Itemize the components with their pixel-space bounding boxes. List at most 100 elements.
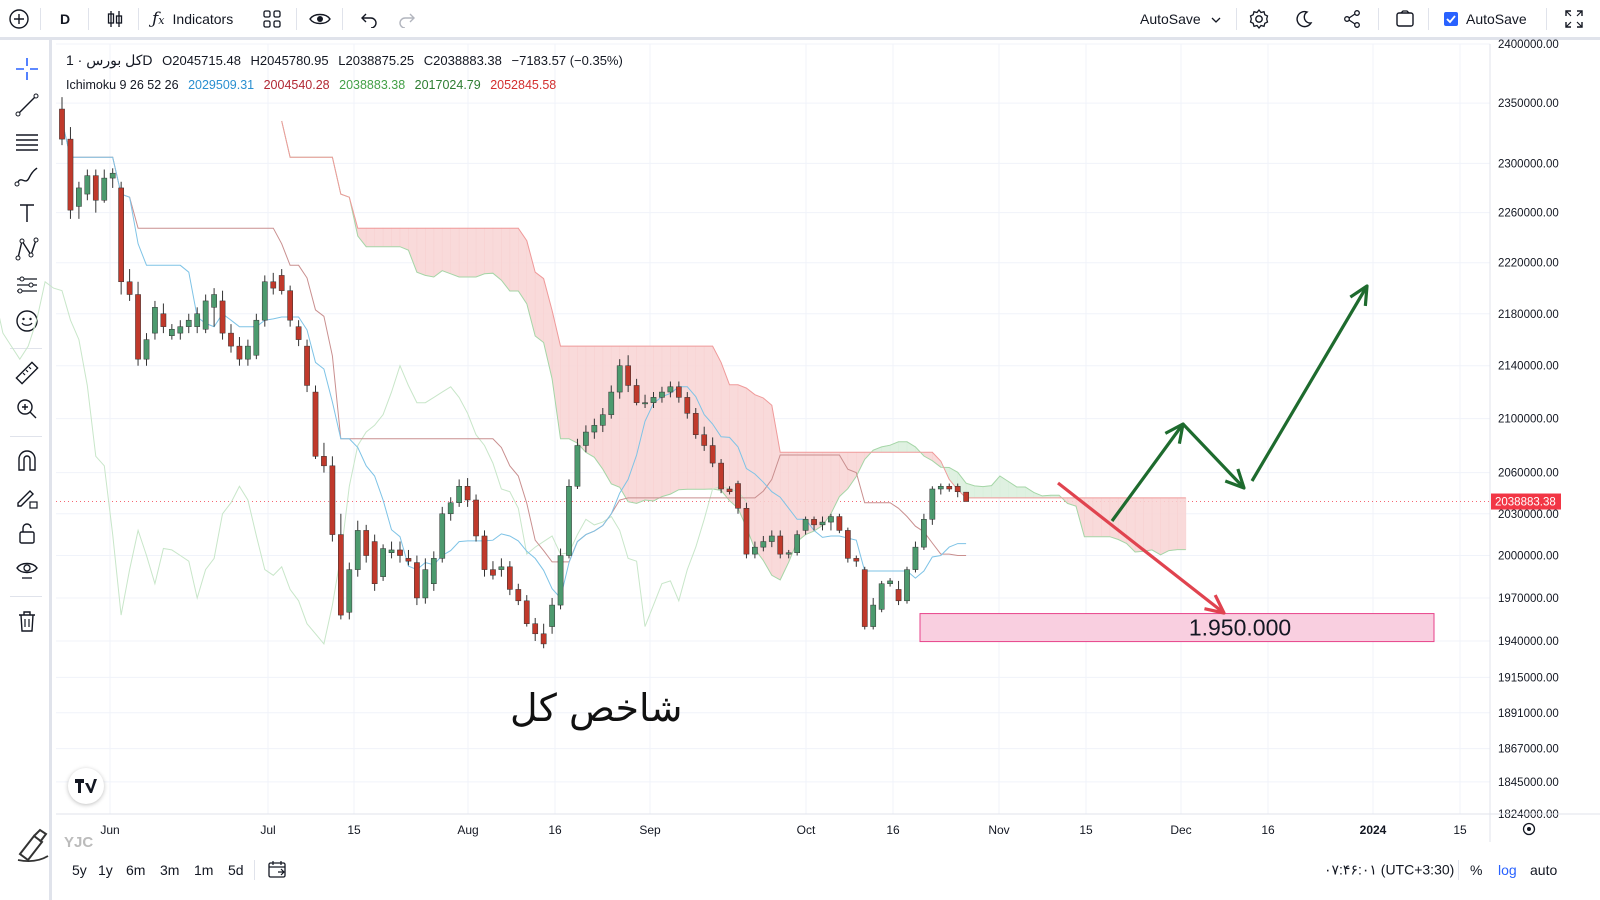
candle	[912, 541, 919, 573]
fullscreen-icon[interactable]	[1564, 0, 1584, 38]
bullish-arrow-2-head	[1349, 284, 1369, 307]
range-5y[interactable]: 5y	[72, 862, 87, 878]
candle	[177, 320, 184, 340]
cloud-segment	[441, 227, 452, 275]
lock-drawing-pencil-icon[interactable]	[12, 482, 42, 512]
symbol-name[interactable]: كل بورس · 1D	[66, 52, 153, 68]
candle	[726, 486, 733, 495]
horizontal-lines-icon[interactable]	[12, 126, 42, 156]
smiley-icon[interactable]	[12, 306, 42, 336]
gear-icon[interactable]	[1248, 0, 1270, 38]
candle-body	[811, 519, 817, 526]
candle-body	[261, 281, 268, 321]
trend-line-icon[interactable]	[12, 90, 42, 120]
y-tick-label: 1970000.00	[1498, 593, 1559, 605]
range-5d[interactable]: 5d	[228, 862, 244, 878]
candle-body	[245, 345, 251, 360]
bullish-arrow-2	[1250, 285, 1369, 482]
log-toggle[interactable]: log	[1498, 862, 1517, 878]
candle	[109, 168, 116, 188]
eye-icon[interactable]	[308, 0, 332, 38]
sidebar-divider	[10, 436, 42, 437]
toolbar-divider	[342, 8, 343, 30]
redo-icon[interactable]	[398, 0, 416, 38]
axis-settings-icon	[1522, 822, 1536, 836]
clock-timezone[interactable]: ۰۷:۴۶:۰۱ (UTC+3:30)	[1324, 861, 1455, 878]
bearish-arrow	[1057, 481, 1225, 615]
layouts-grid-icon[interactable]	[262, 0, 282, 38]
candle	[447, 497, 454, 521]
candle	[861, 566, 868, 630]
candle-body	[853, 558, 860, 562]
pattern-icon[interactable]	[12, 234, 42, 264]
checkbox-checked-icon	[1444, 12, 1458, 26]
range-6m[interactable]: 6m	[126, 862, 146, 878]
toolbar-divider	[1236, 8, 1237, 30]
candle	[126, 269, 133, 301]
brush-icon[interactable]	[12, 162, 42, 192]
range-1m[interactable]: 1m	[194, 862, 214, 878]
candle	[828, 513, 834, 531]
indicators-button[interactable]: ƒx Indicators	[152, 0, 233, 38]
annotations: 1.950.000	[919, 284, 1435, 643]
target-zone-label: 1.950.000	[1189, 615, 1291, 641]
cloud-segment	[1025, 486, 1035, 499]
candle	[887, 578, 893, 587]
ichimoku-label[interactable]: Ichimoku 9 26 52 26	[66, 78, 179, 92]
candle	[219, 290, 226, 340]
add-symbol-icon[interactable]	[8, 0, 30, 38]
chevron-down-icon	[1211, 11, 1221, 27]
candle-body	[84, 175, 91, 195]
bearish-arrow-head	[1204, 594, 1226, 615]
candle	[954, 483, 961, 498]
candle-body	[684, 397, 691, 414]
candle	[498, 558, 505, 577]
moon-icon[interactable]	[1294, 0, 1314, 38]
percent-toggle[interactable]: %	[1470, 862, 1483, 878]
range-3m[interactable]: 3m	[160, 862, 180, 878]
candle	[777, 530, 784, 559]
interval-button[interactable]: D	[60, 11, 71, 27]
auto-toggle[interactable]: auto	[1530, 862, 1558, 878]
zoom-in-icon[interactable]	[12, 394, 42, 424]
share-icon[interactable]	[1342, 0, 1362, 38]
candle-body	[608, 391, 615, 415]
y-tick-label: 1891000.00	[1498, 708, 1559, 720]
range-1y[interactable]: 1y	[98, 862, 113, 878]
y-tick-label: 2100000.00	[1498, 414, 1559, 426]
forecast-icon[interactable]	[12, 270, 42, 300]
crosshair-icon[interactable]	[12, 54, 42, 84]
unlock-icon[interactable]	[12, 518, 42, 548]
symbol-legend: كل بورس · 1D O2045715.48 H2045780.95 L20…	[66, 52, 629, 69]
leading-span-a-line	[281, 120, 1186, 581]
candle-body	[59, 108, 65, 140]
chart-type-candles-icon[interactable]	[104, 0, 126, 38]
hide-drawings-eye-icon[interactable]	[12, 554, 42, 584]
bottom-divider	[1458, 860, 1459, 880]
candle	[456, 479, 462, 507]
candle-body	[92, 175, 99, 201]
candle	[870, 597, 877, 630]
candle-body	[304, 345, 310, 386]
x-tick-label: 16	[1261, 823, 1275, 837]
trash-icon[interactable]	[12, 606, 42, 636]
candle	[321, 442, 327, 473]
ruler-icon[interactable]	[12, 358, 42, 388]
autosave-dropdown[interactable]: AutoSave	[1140, 0, 1221, 38]
goto-date-icon[interactable]	[266, 860, 288, 885]
snapshot-icon[interactable]	[1394, 0, 1416, 38]
magnet-icon[interactable]	[12, 446, 42, 476]
candle	[667, 381, 674, 398]
candle	[574, 438, 581, 490]
candle	[684, 392, 691, 419]
text-tool-icon[interactable]	[12, 198, 42, 228]
undo-icon[interactable]	[360, 0, 378, 38]
candle	[422, 558, 429, 604]
tradingview-logo[interactable]	[68, 768, 104, 804]
candle	[904, 566, 910, 604]
autosave-checkbox[interactable]: AutoSave	[1444, 0, 1527, 38]
axis-settings-dot	[1527, 827, 1531, 831]
ichimoku-value-base: 2004540.28	[263, 78, 330, 92]
x-tick-label: Nov	[988, 823, 1009, 837]
